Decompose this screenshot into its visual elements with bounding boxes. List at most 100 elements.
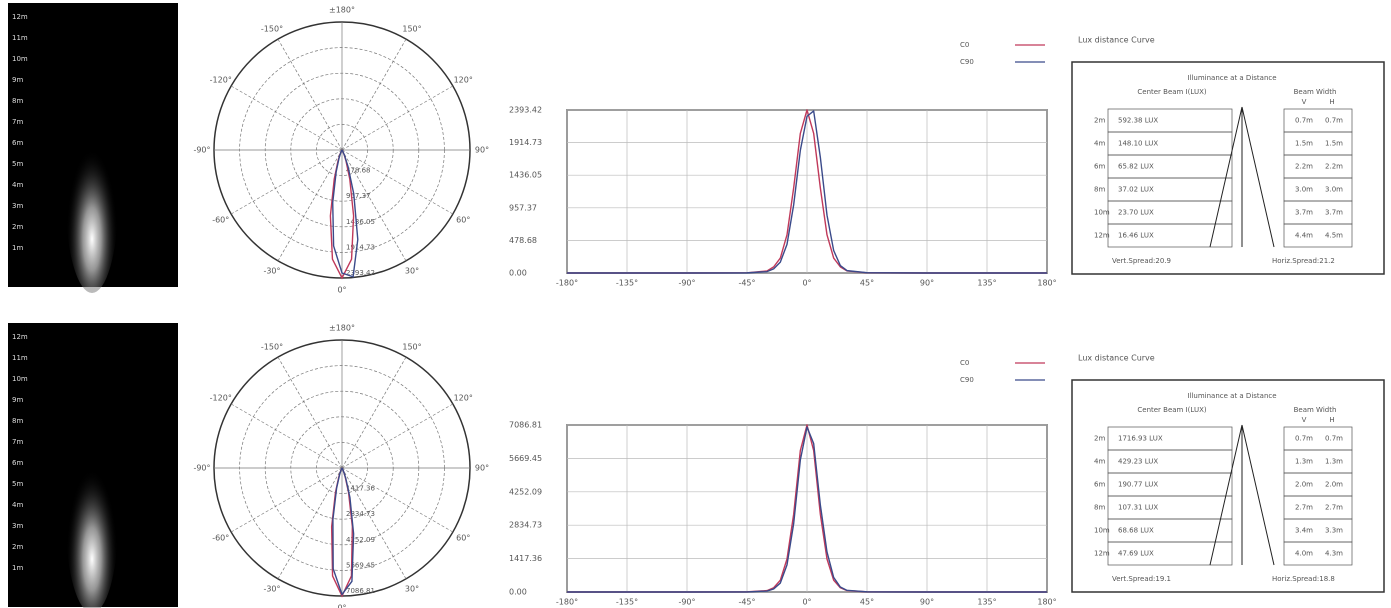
lux: 68.68 LUX bbox=[1118, 527, 1154, 535]
x-tick-label: -45° bbox=[738, 279, 755, 288]
polar-spoke bbox=[230, 149, 343, 215]
lux: 148.10 LUX bbox=[1118, 140, 1158, 148]
lux: 16.46 LUX bbox=[1118, 232, 1154, 240]
y-tick-label: 7086.81 bbox=[509, 421, 542, 430]
width-v: 4.0m bbox=[1295, 550, 1313, 558]
line-series bbox=[567, 426, 1047, 593]
col-heading: Center Beam I(LUX) bbox=[1137, 88, 1206, 96]
y-tick-label: 1417.36 bbox=[509, 554, 542, 563]
x-tick-label: -45° bbox=[738, 598, 755, 607]
width-v: 3.4m bbox=[1295, 527, 1313, 535]
table-heading: Illuminance at a Distance bbox=[1187, 74, 1276, 82]
polar-spoke bbox=[277, 356, 343, 469]
x-tick-label: 135° bbox=[977, 279, 996, 288]
distance: 8m bbox=[1094, 504, 1105, 512]
y-tick-label: 478.68 bbox=[509, 236, 537, 245]
distance-label: 7m bbox=[12, 438, 23, 446]
radial-tick-label: 4252.09 bbox=[346, 536, 375, 544]
polar-spoke bbox=[230, 467, 343, 533]
width-v: 1.3m bbox=[1295, 458, 1313, 466]
distance-label: 4m bbox=[12, 181, 23, 189]
distance-label: 11m bbox=[12, 34, 28, 42]
x-tick-label: 135° bbox=[977, 598, 996, 607]
width-v: 3.7m bbox=[1295, 209, 1313, 217]
col-heading: Beam Width bbox=[1294, 406, 1337, 414]
x-tick-label: -135° bbox=[616, 598, 638, 607]
x-tick-label: 45° bbox=[860, 279, 874, 288]
distance-label: 8m bbox=[12, 417, 23, 425]
table-box bbox=[1071, 379, 1385, 593]
lux: 190.77 LUX bbox=[1118, 481, 1158, 489]
distance-label: 1m bbox=[12, 564, 23, 572]
polar-spoke bbox=[277, 38, 343, 151]
col-heading: H bbox=[1329, 416, 1334, 424]
width-v: 3.0m bbox=[1295, 186, 1313, 194]
polar-curve bbox=[332, 467, 355, 596]
distance-label: 3m bbox=[12, 522, 23, 530]
distance: 2m bbox=[1094, 117, 1105, 125]
beam-triangle bbox=[1209, 106, 1275, 248]
col-heading: Beam Width bbox=[1294, 88, 1337, 96]
lux: 592.38 LUX bbox=[1118, 117, 1158, 125]
y-tick-label: 1436.05 bbox=[509, 171, 542, 180]
polar-spoke bbox=[341, 149, 454, 215]
radial-tick-label: 957.37 bbox=[346, 192, 371, 200]
col-heading: V bbox=[1302, 416, 1307, 424]
distance-label: 10m bbox=[12, 55, 28, 63]
polar-spoke bbox=[341, 467, 407, 580]
angle-tick-label: -90° bbox=[193, 146, 210, 155]
y-tick-label: 5669.45 bbox=[509, 454, 542, 463]
distance: 4m bbox=[1094, 140, 1105, 148]
polar-spoke bbox=[230, 403, 343, 469]
x-tick-label: -180° bbox=[556, 279, 578, 288]
angle-tick-label: 30° bbox=[405, 267, 419, 276]
angle-tick-label: -120° bbox=[210, 76, 232, 85]
distance: 10m bbox=[1094, 527, 1110, 535]
polar-spoke bbox=[341, 467, 454, 533]
angle-tick-label: -60° bbox=[212, 216, 229, 225]
lux: 37.02 LUX bbox=[1118, 186, 1154, 194]
width-v: 1.5m bbox=[1295, 140, 1313, 148]
col-heading: V bbox=[1302, 98, 1307, 106]
distance-label: 2m bbox=[12, 543, 23, 551]
distance-label: 1m bbox=[12, 244, 23, 252]
width-h: 2.0m bbox=[1325, 481, 1343, 489]
angle-tick-label: 30° bbox=[405, 585, 419, 594]
angle-tick-label: ±180° bbox=[329, 324, 355, 333]
x-tick-label: 90° bbox=[920, 598, 934, 607]
cell bbox=[1107, 541, 1233, 566]
polar-curve bbox=[332, 149, 359, 278]
radial-tick-label: 1436.05 bbox=[346, 218, 375, 226]
width-h: 3.7m bbox=[1325, 209, 1343, 217]
col-heading: H bbox=[1329, 98, 1334, 106]
cell bbox=[1283, 541, 1353, 566]
radial-tick-label: 478.68 bbox=[346, 167, 371, 175]
angle-tick-label: 0° bbox=[337, 286, 346, 295]
x-tick-label: -90° bbox=[678, 598, 695, 607]
angle-tick-label: ±180° bbox=[329, 6, 355, 15]
width-v: 2.7m bbox=[1295, 504, 1313, 512]
cell bbox=[1283, 223, 1353, 248]
radial-tick-label: 5669.45 bbox=[346, 561, 375, 569]
distance: 12m bbox=[1094, 232, 1110, 240]
distance: 8m bbox=[1094, 186, 1105, 194]
table-title: Lux distance Curve bbox=[1078, 36, 1155, 45]
legend-label: C0 bbox=[960, 41, 969, 49]
distance-label: 5m bbox=[12, 160, 23, 168]
x-tick-label: 180° bbox=[1037, 279, 1056, 288]
polar-spoke bbox=[341, 356, 407, 469]
x-tick-label: -90° bbox=[678, 279, 695, 288]
distance-label: 6m bbox=[12, 459, 23, 467]
distance-label: 3m bbox=[12, 202, 23, 210]
width-h: 0.7m bbox=[1325, 435, 1343, 443]
spread: Vert.Spread:19.1 bbox=[1112, 575, 1171, 583]
legend-label: C0 bbox=[960, 359, 969, 367]
x-tick-label: -180° bbox=[556, 598, 578, 607]
col-heading: Center Beam I(LUX) bbox=[1137, 406, 1206, 414]
table-heading: Illuminance at a Distance bbox=[1187, 392, 1276, 400]
angle-tick-label: 150° bbox=[402, 24, 421, 33]
cell bbox=[1107, 223, 1233, 248]
angle-tick-label: 150° bbox=[402, 342, 421, 351]
radial-tick-label: 2834.73 bbox=[346, 510, 375, 518]
